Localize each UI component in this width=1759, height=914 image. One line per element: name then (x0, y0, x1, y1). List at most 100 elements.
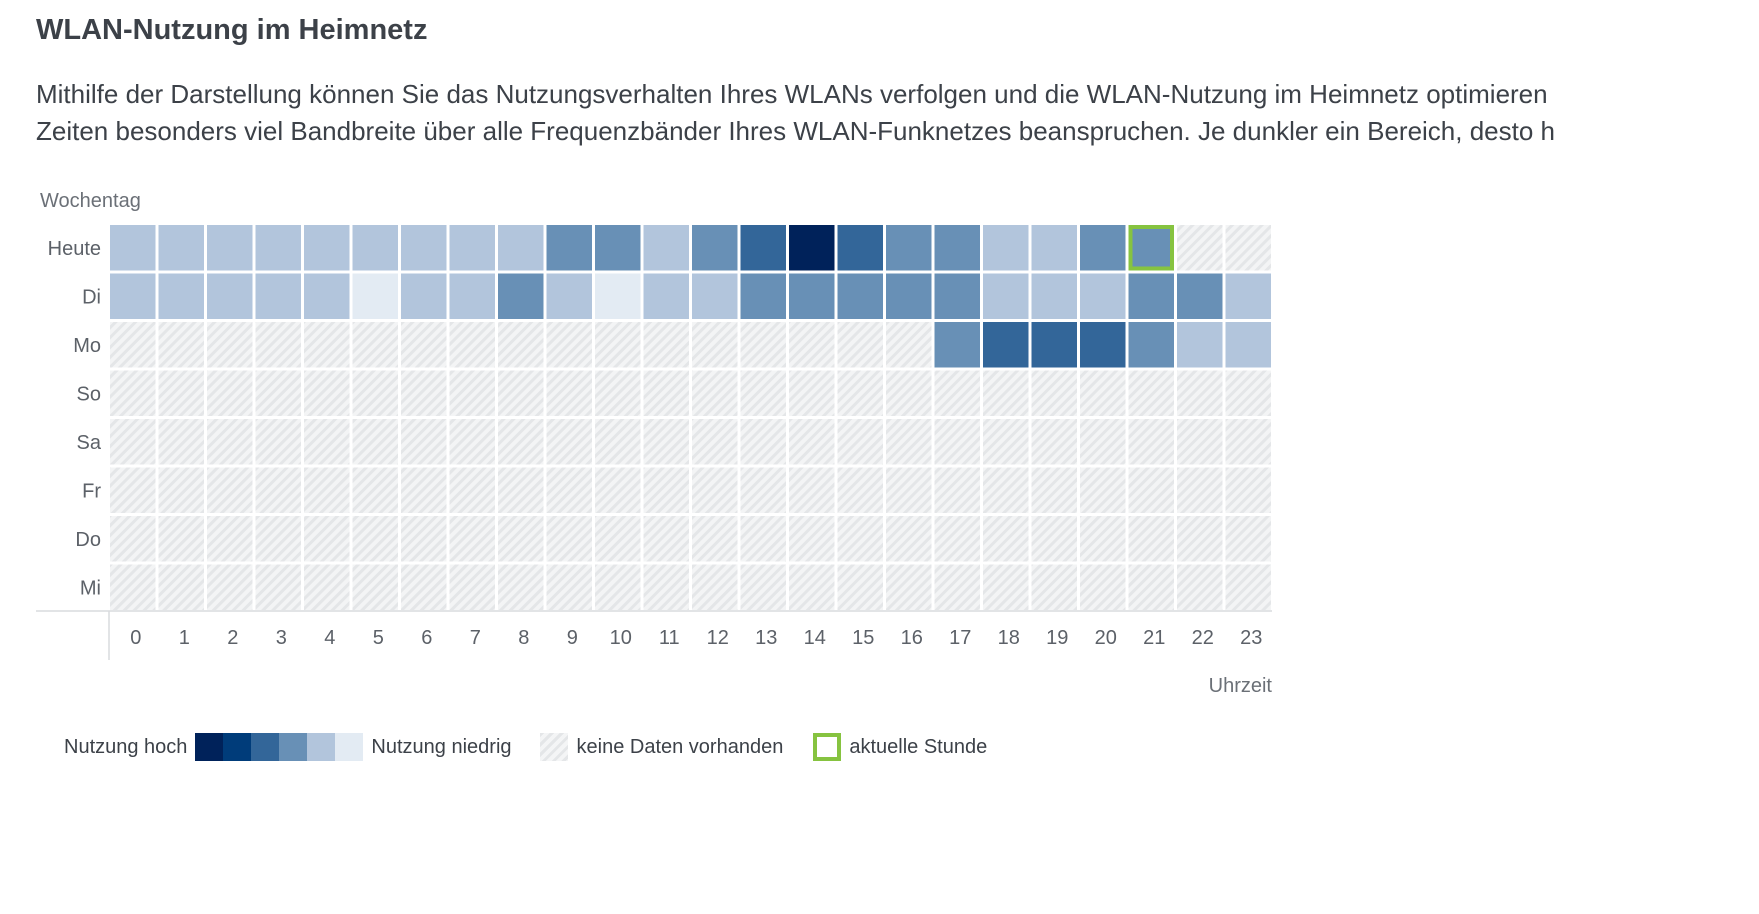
heatmap-cell-no-data (983, 467, 1029, 513)
heatmap-cell-no-data (789, 370, 835, 416)
heatmap-cell-no-data (449, 564, 495, 610)
heatmap-cell-no-data (304, 516, 350, 562)
heatmap-cell (1177, 322, 1223, 368)
x-tick-label: 6 (421, 627, 432, 649)
heatmap-cell-no-data (110, 322, 156, 368)
legend-swatch-level-2 (307, 733, 336, 761)
heatmap-cell-no-data (1177, 370, 1223, 416)
heatmap-cell-no-data (837, 419, 883, 465)
heatmap-cell-no-data (740, 322, 786, 368)
heatmap-cell-no-data (740, 564, 786, 610)
heatmap-cell-no-data (1128, 516, 1174, 562)
heatmap-cell (352, 273, 398, 319)
heatmap-cell (110, 225, 156, 271)
heatmap-cell-no-data (1225, 225, 1271, 271)
heatmap-cell-no-data (837, 564, 883, 610)
heatmap-cell-no-data (498, 322, 544, 368)
heatmap-cell-no-data (546, 516, 592, 562)
heatmap-cell (449, 225, 495, 271)
heatmap-cell (1080, 322, 1126, 368)
heatmap-cell (595, 273, 641, 319)
heatmap-cell-no-data (789, 419, 835, 465)
x-tick-label: 12 (707, 627, 729, 649)
heatmap-cell-no-data (1031, 467, 1077, 513)
heatmap-cell-no-data (449, 467, 495, 513)
heatmap-cell-no-data (983, 419, 1029, 465)
x-tick-label: 3 (276, 627, 287, 649)
heatmap-cell-no-data (643, 467, 689, 513)
heatmap-cell-no-data (837, 322, 883, 368)
heatmap-cell-no-data (1031, 564, 1077, 610)
heatmap-cell-no-data (352, 322, 398, 368)
heatmap-cell-no-data (789, 516, 835, 562)
heatmap-cell-no-data (498, 419, 544, 465)
current-hour-marker (1128, 225, 1174, 271)
heatmap-cell (983, 322, 1029, 368)
legend: Nutzung hoch Nutzung niedrig keine Daten… (64, 730, 987, 764)
legend-color-scale (195, 733, 364, 761)
heatmap-cell (595, 225, 641, 271)
heatmap-cell-no-data (158, 564, 204, 610)
x-tick-label: 16 (901, 627, 923, 649)
heatmap-cell-no-data (1128, 419, 1174, 465)
x-tick-labels: 0 1 2 3 4 5 6 7 8 9 10 11 12 13 14 15 16 17 18 19 20 21 22 23 (130, 627, 1262, 649)
heatmap-cell-no-data (1225, 467, 1271, 513)
legend-no-data-swatch (539, 733, 568, 761)
heatmap-cell-no-data (1031, 370, 1077, 416)
heatmap-cell (401, 273, 447, 319)
heatmap-cell-no-data (158, 467, 204, 513)
heatmap-cell-no-data (158, 516, 204, 562)
heatmap-cell-no-data (692, 370, 738, 416)
heatmap-cell-no-data (304, 370, 350, 416)
x-tick-label: 19 (1046, 627, 1068, 649)
heatmap-cell-no-data (158, 419, 204, 465)
page-description: Mithilfe der Darstellung können Sie das … (36, 79, 1555, 146)
heatmap-cell-no-data (643, 516, 689, 562)
legend-no-data-label: keine Daten vorhanden (576, 735, 784, 758)
heatmap-cell-no-data (837, 467, 883, 513)
heatmap-cell-no-data (1128, 564, 1174, 610)
heatmap-cell-no-data (1080, 467, 1126, 513)
heatmap-cell-no-data (304, 322, 350, 368)
heatmap-cell (1080, 273, 1126, 319)
heatmap-cell (740, 273, 786, 319)
heatmap-cell-no-data (546, 564, 592, 610)
x-axis-label: Uhrzeit (1209, 675, 1273, 697)
heatmap-cell-no-data (1128, 370, 1174, 416)
heatmap-cell (498, 225, 544, 271)
heatmap-cell (983, 273, 1029, 319)
y-axis-label: Wochentag (40, 190, 141, 212)
heatmap-cells (110, 225, 1271, 610)
heatmap-cell (352, 225, 398, 271)
x-tick-label: 2 (227, 627, 238, 649)
heatmap-cell-no-data (886, 564, 932, 610)
heatmap-cell-no-data (255, 419, 301, 465)
heatmap-cell-no-data (449, 419, 495, 465)
heatmap-cell-no-data (934, 467, 980, 513)
x-tick-label: 20 (1095, 627, 1117, 649)
heatmap-cell-no-data (207, 419, 253, 465)
heatmap-cell-no-data (595, 322, 641, 368)
heatmap-cell-no-data (158, 322, 204, 368)
heatmap-cell-no-data (789, 564, 835, 610)
heatmap-cell (934, 273, 980, 319)
heatmap-cell (110, 273, 156, 319)
heatmap-cell-no-data (498, 370, 544, 416)
legend-swatch-level-5 (223, 733, 252, 761)
heatmap-cell-no-data (546, 419, 592, 465)
heatmap-cell-no-data (643, 564, 689, 610)
heatmap-cell (158, 273, 204, 319)
heatmap-cell (1128, 322, 1174, 368)
heatmap-cell-no-data (498, 564, 544, 610)
heatmap-cell-no-data (352, 370, 398, 416)
heatmap-cell (1177, 273, 1223, 319)
heatmap-cell-no-data (110, 419, 156, 465)
x-tick-label: 13 (755, 627, 777, 649)
heatmap-cell (692, 273, 738, 319)
heatmap-cell-no-data (498, 467, 544, 513)
heatmap-cell-no-data (546, 467, 592, 513)
heatmap-cell-no-data (401, 419, 447, 465)
x-tick-label: 15 (852, 627, 874, 649)
heatmap-cell (983, 225, 1029, 271)
heatmap-cell (1225, 322, 1271, 368)
